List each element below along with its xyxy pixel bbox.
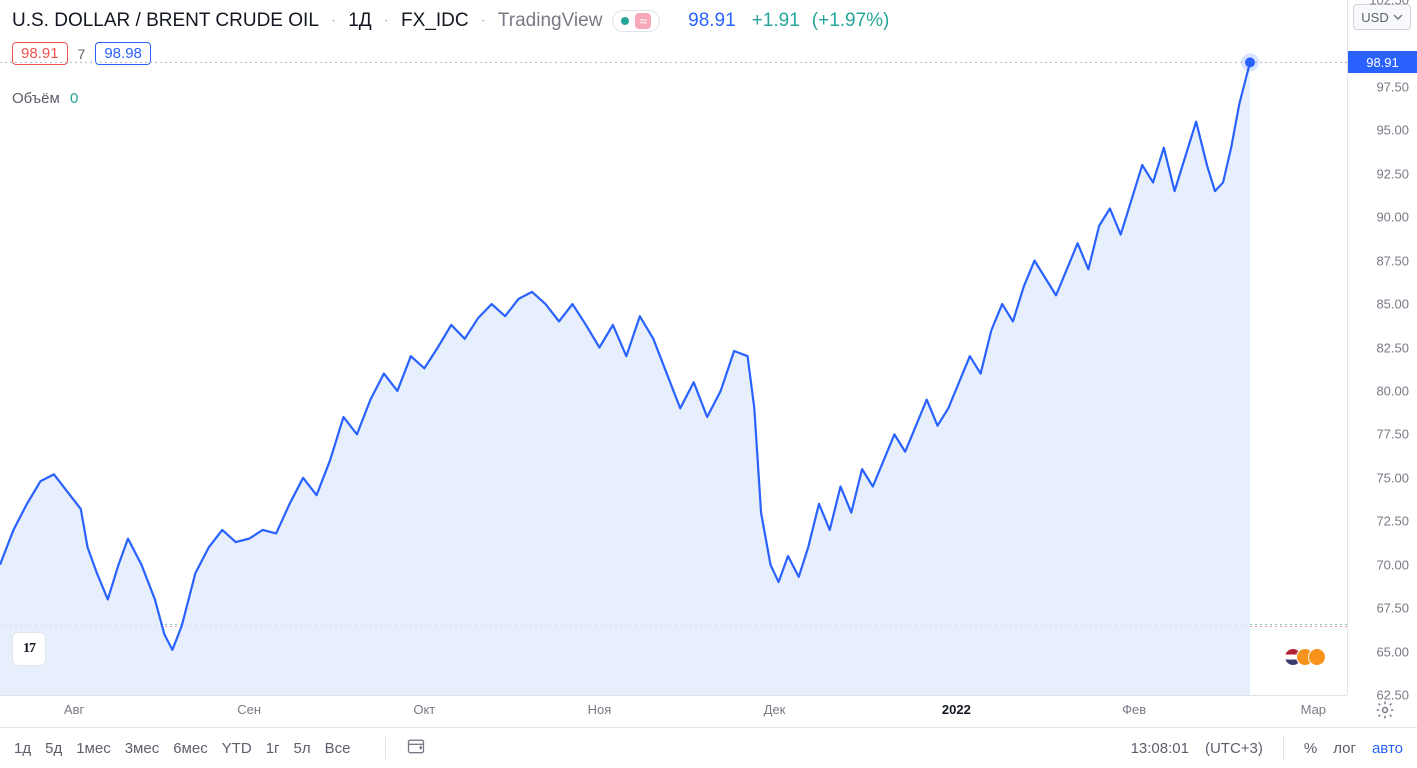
settings-icon[interactable]	[1375, 700, 1395, 725]
x-tick-label: Фев	[1122, 702, 1146, 717]
x-tick-label: Мар	[1301, 702, 1326, 717]
range-button[interactable]: 5л	[294, 740, 311, 757]
range-button[interactable]: 1г	[266, 740, 280, 757]
y-tick-label: 82.50	[1376, 340, 1409, 355]
y-tick-label: 102.50	[1369, 0, 1409, 8]
x-tick-label: Авг	[64, 702, 84, 717]
range-button[interactable]: 6мес	[173, 740, 208, 757]
range-button[interactable]: Все	[325, 740, 351, 757]
y-tick-label: 67.50	[1376, 601, 1409, 616]
price-chart[interactable]	[0, 0, 1347, 695]
clock-time[interactable]: 13:08:01	[1131, 740, 1189, 757]
toolbar-separator	[385, 737, 386, 759]
x-tick-label: 2022	[942, 702, 971, 717]
range-button[interactable]: 5д	[45, 740, 62, 757]
log-toggle[interactable]: лог	[1333, 740, 1356, 757]
x-tick-label: Сен	[237, 702, 261, 717]
tradingview-logo-icon[interactable]: 17	[12, 632, 46, 666]
range-button[interactable]: 1мес	[76, 740, 111, 757]
timezone-label[interactable]: (UTC+3)	[1205, 740, 1263, 757]
bottom-toolbar: 1д 5д 1мес 3мес 6мес YTD 1г 5л Все 13:08:01 (UTC…	[0, 727, 1417, 768]
x-tick-label: Дек	[764, 702, 786, 717]
toolbar-separator	[1283, 737, 1284, 759]
y-tick-label: 85.00	[1376, 297, 1409, 312]
price-axis-badge: 98.91	[1348, 51, 1417, 73]
x-tick-label: Ноя	[588, 702, 612, 717]
percent-toggle[interactable]: %	[1304, 740, 1317, 757]
y-axis[interactable]: 102.50 97.50 95.00 92.50 90.00 87.50 85.00 82.5…	[1347, 0, 1417, 695]
x-tick-label: Окт	[413, 702, 435, 717]
y-tick-label: 87.50	[1376, 253, 1409, 268]
country-flags[interactable]	[1290, 648, 1326, 666]
flag-oil-icon	[1308, 648, 1326, 666]
range-button[interactable]: YTD	[222, 740, 252, 757]
y-tick-label: 72.50	[1376, 514, 1409, 529]
range-button[interactable]: 1д	[14, 740, 31, 757]
y-tick-label: 95.00	[1376, 123, 1409, 138]
y-tick-label: 90.00	[1376, 210, 1409, 225]
goto-date-icon[interactable]	[406, 737, 426, 759]
auto-scale-toggle[interactable]: авто	[1372, 740, 1403, 757]
y-tick-label: 92.50	[1376, 166, 1409, 181]
y-tick-label: 80.00	[1376, 383, 1409, 398]
y-tick-label: 75.00	[1376, 470, 1409, 485]
y-tick-label: 97.50	[1376, 79, 1409, 94]
y-tick-label: 77.50	[1376, 427, 1409, 442]
y-tick-label: 70.00	[1376, 557, 1409, 572]
range-button[interactable]: 3мес	[125, 740, 160, 757]
x-axis[interactable]: Авг Сен Окт Ноя Дек 2022 Фев Мар	[0, 695, 1347, 727]
y-tick-label: 65.00	[1376, 644, 1409, 659]
